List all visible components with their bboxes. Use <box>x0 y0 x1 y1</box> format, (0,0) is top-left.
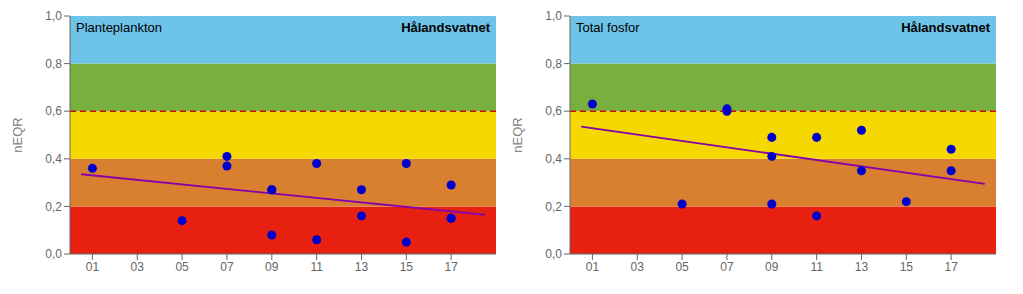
svg-text:09: 09 <box>265 260 279 274</box>
svg-text:1,0: 1,0 <box>545 9 562 23</box>
svg-text:15: 15 <box>400 260 414 274</box>
svg-text:0,6: 0,6 <box>545 104 562 118</box>
svg-text:03: 03 <box>131 260 145 274</box>
svg-text:01: 01 <box>586 260 600 274</box>
svg-text:0,4: 0,4 <box>545 152 562 166</box>
svg-text:17: 17 <box>944 260 958 274</box>
svg-text:0,0: 0,0 <box>45 247 62 261</box>
svg-text:05: 05 <box>675 260 689 274</box>
svg-text:1,0: 1,0 <box>45 9 62 23</box>
svg-text:07: 07 <box>720 260 734 274</box>
svg-text:05: 05 <box>175 260 189 274</box>
html-text:Hålandsvatnet: Hålandsvatnet <box>401 20 490 35</box>
svg-text:11: 11 <box>310 260 323 274</box>
svg-text:0,6: 0,6 <box>45 104 62 118</box>
html-text:Hålandsvatnet: Hålandsvatnet <box>901 20 990 35</box>
svg-text:0,2: 0,2 <box>545 200 562 214</box>
svg-text:09: 09 <box>765 260 779 274</box>
svg-text:17: 17 <box>444 260 458 274</box>
svg-text:13: 13 <box>855 260 869 274</box>
svg-text:13: 13 <box>355 260 369 274</box>
svg-text:11: 11 <box>810 260 823 274</box>
svg-text:15: 15 <box>900 260 914 274</box>
svg-text:07: 07 <box>220 260 234 274</box>
svg-text:0,0: 0,0 <box>545 247 562 261</box>
svg-text:0,2: 0,2 <box>45 200 62 214</box>
svg-text:0,8: 0,8 <box>45 57 62 71</box>
svg-text:nEQR: nEQR <box>10 117 25 152</box>
html-text:Planteplankton: Planteplankton <box>76 20 162 35</box>
svg-text:0,4: 0,4 <box>45 152 62 166</box>
html-text:Total fosfor: Total fosfor <box>576 20 640 35</box>
svg-text:03: 03 <box>631 260 645 274</box>
svg-text:0,8: 0,8 <box>545 57 562 71</box>
svg-text:01: 01 <box>86 260 100 274</box>
svg-text:nEQR: nEQR <box>510 117 525 152</box>
